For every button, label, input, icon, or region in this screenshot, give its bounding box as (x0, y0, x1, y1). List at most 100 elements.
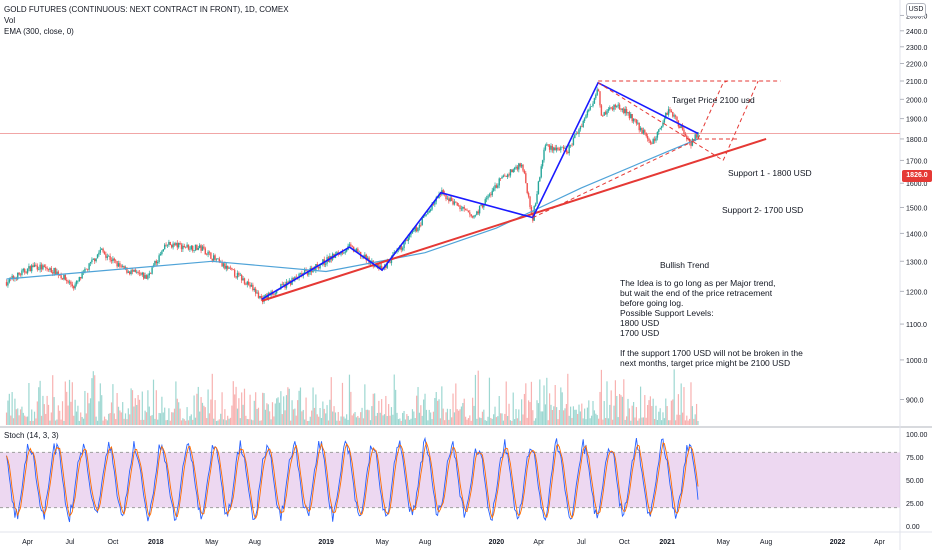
ema-label[interactable]: EMA (300, close, 0) (4, 27, 74, 36)
volume-bar (416, 395, 418, 425)
symbol-title[interactable]: GOLD FUTURES (CONTINUOUS: NEXT CONTRACT … (4, 5, 289, 14)
candle-body (8, 278, 11, 283)
volume-bar (585, 419, 587, 425)
candle-body (348, 244, 351, 246)
idea-line: next months, target price might be 2100 … (620, 358, 791, 368)
candle-body (238, 272, 240, 276)
volume-bar (319, 407, 321, 425)
volume-bar (364, 384, 366, 425)
candle-body (599, 91, 601, 106)
candle-body (77, 280, 79, 282)
candle-body (519, 163, 521, 167)
volume-bar (620, 395, 622, 425)
volume-bar (557, 419, 559, 425)
volume-bar (582, 418, 584, 425)
candle-body (61, 278, 64, 280)
volume-bar (691, 406, 693, 425)
volume-bar (400, 420, 402, 425)
price-tick-label: 1400.0 (906, 231, 928, 238)
vol-label[interactable]: Vol (4, 16, 16, 25)
time-tick-label: May (205, 539, 219, 546)
volume-bar (134, 398, 136, 425)
volume-bar (584, 408, 586, 425)
volume-bar (155, 390, 157, 425)
volume-bar (407, 415, 409, 425)
volume-bar (490, 417, 492, 425)
volume-bar (80, 412, 82, 425)
volume-bar (378, 400, 380, 425)
volume-bar (567, 373, 569, 425)
candle-body (525, 173, 527, 184)
volume-bar (632, 402, 635, 425)
time-tick-label: 2018 (148, 539, 164, 546)
candle-body (25, 272, 27, 274)
candle-body (254, 288, 257, 294)
candle-body (43, 265, 46, 267)
candle-body (452, 201, 454, 205)
volume-bar (442, 408, 444, 425)
candle-body (159, 254, 162, 256)
candle-body (218, 258, 220, 262)
volume-bar (697, 420, 699, 425)
candle-body (130, 270, 132, 275)
candle-body (564, 148, 566, 149)
volume-bar (252, 420, 254, 425)
volume-bar (402, 412, 404, 425)
candle-body (522, 164, 524, 171)
volume-bar (35, 418, 37, 425)
volume-bar (196, 393, 198, 425)
volume-bar (589, 418, 591, 425)
volume-bar (656, 419, 658, 425)
currency-button[interactable]: USD (906, 3, 926, 17)
volume-bar (10, 415, 12, 425)
candle-body (239, 275, 241, 276)
candle-body (406, 240, 408, 242)
candle-body (460, 208, 463, 210)
volume-bar (94, 375, 96, 425)
stoch-band (0, 452, 900, 508)
candle-body (45, 266, 47, 268)
volume-bar (431, 419, 433, 425)
volume-bar (623, 379, 625, 425)
pattern-zigzag (261, 81, 699, 300)
volume-bar (627, 398, 629, 425)
candle-body (358, 251, 360, 253)
volume-bar (463, 398, 465, 425)
volume-bar (154, 418, 156, 425)
candle-body (539, 177, 541, 182)
candle-body (245, 283, 247, 285)
volume-bar (285, 395, 288, 425)
candle-body (470, 214, 472, 217)
volume-bar (504, 413, 506, 425)
volume-bar (434, 398, 436, 425)
volume-bar (60, 419, 62, 425)
candle-body (462, 207, 464, 209)
volume-bar (404, 419, 407, 425)
candle-body (534, 203, 537, 206)
volume-bar (299, 387, 302, 425)
volume-bar (578, 404, 580, 425)
volume-bar (484, 420, 486, 425)
candle-body (508, 174, 510, 176)
candle-body (145, 275, 148, 279)
candle-body (420, 225, 422, 226)
candle-body (173, 243, 176, 245)
stoch-label[interactable]: Stoch (14, 3, 3) (4, 431, 59, 440)
volume-bar (362, 418, 365, 425)
candle-body (21, 270, 23, 275)
candle-body (137, 271, 139, 273)
candle-body (428, 210, 430, 213)
volume-bar (546, 377, 548, 425)
volume-bar (649, 396, 651, 425)
volume-bar (87, 392, 89, 425)
volume-bar (176, 398, 178, 425)
candle-body (264, 294, 267, 296)
legend: GOLD FUTURES (CONTINUOUS: NEXT CONTRACT … (4, 4, 289, 37)
volume-bar (537, 403, 540, 425)
volume-bar (250, 419, 253, 425)
idea-line (620, 338, 803, 348)
time-tick-label: Apr (533, 539, 545, 546)
volume-bar (570, 406, 572, 425)
stoch-tick-label: 50.00 (906, 478, 924, 485)
